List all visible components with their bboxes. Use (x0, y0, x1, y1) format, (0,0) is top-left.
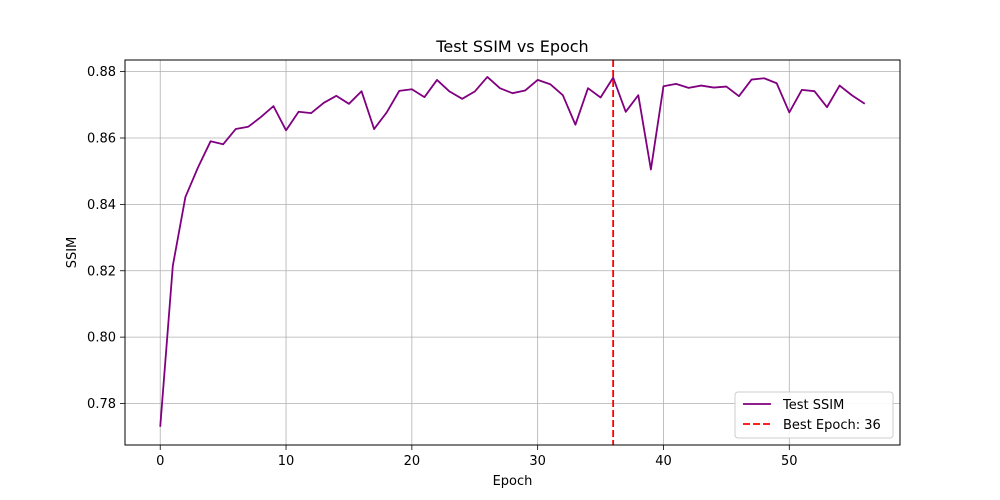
legend-box (734, 391, 894, 439)
y-tick-label: 0.80 (87, 331, 116, 346)
y-tick-label: 0.82 (87, 264, 116, 279)
legend: Test SSIM Best Epoch: 36 (734, 391, 894, 439)
y-tick-label: 0.86 (87, 131, 116, 146)
y-tick-label: 0.78 (87, 397, 116, 412)
x-tick-label: 0 (156, 454, 164, 469)
x-axis-label: Epoch (493, 474, 533, 489)
x-tick-label: 10 (278, 454, 295, 469)
y-tick-label: 0.84 (87, 198, 116, 213)
x-tick-label: 30 (529, 454, 546, 469)
axes-frame (124, 59, 901, 446)
x-tick-label: 40 (655, 454, 672, 469)
x-ticks: 0 10 20 30 40 50 (156, 445, 798, 469)
series-layer (159, 60, 866, 445)
x-tick-label: 50 (781, 454, 798, 469)
legend-label-best-epoch: Best Epoch: 36 (783, 418, 881, 433)
y-axis-label: SSIM (65, 237, 80, 269)
y-ticks: 0.78 0.80 0.82 0.84 0.86 0.88 (87, 65, 125, 412)
series-line-test-ssim (159, 76, 866, 427)
chart-title: Test SSIM vs Epoch (435, 37, 588, 56)
y-tick-label: 0.88 (87, 65, 116, 80)
legend-label-test-ssim: Test SSIM (782, 398, 844, 413)
x-tick-label: 20 (404, 454, 421, 469)
